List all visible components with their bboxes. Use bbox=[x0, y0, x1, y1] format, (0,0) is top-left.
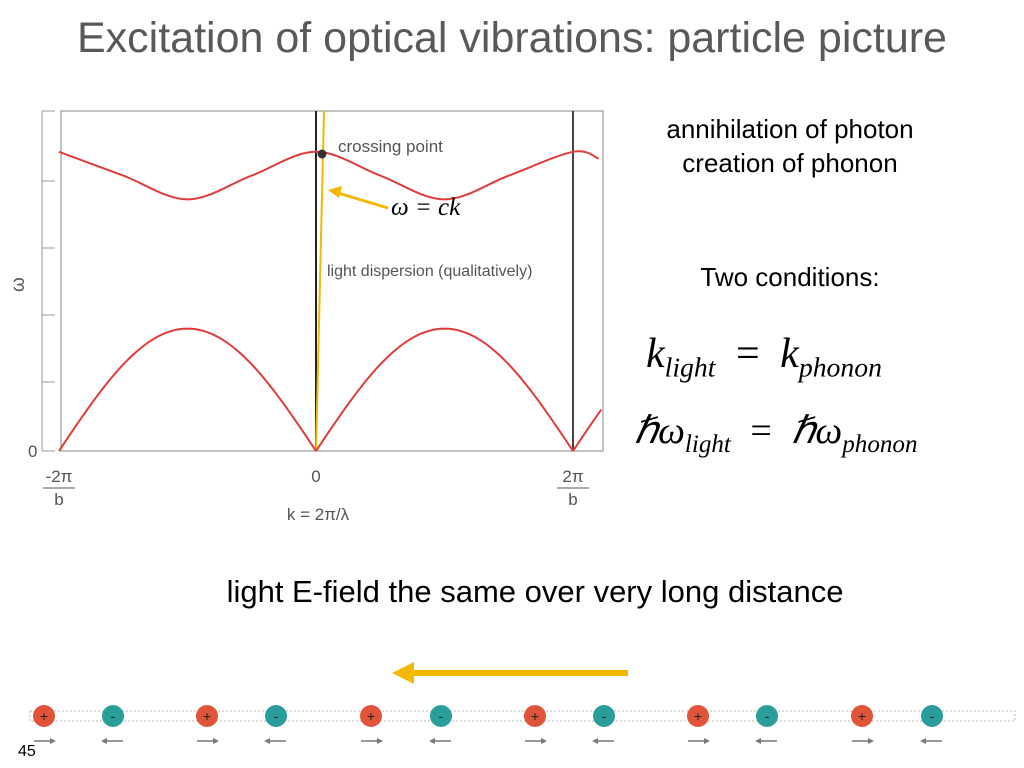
omega-ck-label: ω = ck bbox=[391, 194, 461, 221]
slide-number: 45 bbox=[18, 743, 36, 760]
cation bbox=[851, 705, 873, 727]
eq2-left-sub: light bbox=[684, 430, 731, 458]
eq1-right: k bbox=[780, 331, 799, 377]
chain-spring bbox=[29, 710, 1016, 722]
optical-branch-line bbox=[58, 150, 600, 201]
anion bbox=[265, 705, 287, 727]
x-tick-label: -2π bbox=[46, 467, 73, 486]
efield-arrow-head bbox=[392, 662, 414, 684]
annihilation-text: annihilation of photon creation of phono… bbox=[630, 112, 950, 180]
displacement-arrow-head bbox=[213, 738, 219, 744]
displacement-arrow-head bbox=[868, 738, 874, 744]
eq2-op: = bbox=[750, 410, 772, 452]
ion-charge-label: + bbox=[694, 708, 702, 724]
crossing-point-label: crossing point bbox=[338, 137, 443, 156]
ion-charge-label: - bbox=[765, 708, 770, 724]
eq2-right: ℏω bbox=[791, 410, 843, 452]
ion-charge-label: + bbox=[367, 708, 375, 724]
energy-equation: ℏωlight = ℏωphonon bbox=[634, 408, 918, 459]
ion-charge-label: - bbox=[439, 708, 444, 724]
light-line-pointer-head bbox=[328, 186, 342, 198]
y-axis-label: ω bbox=[8, 277, 29, 292]
conditions-heading: Two conditions: bbox=[700, 262, 880, 292]
displacement-arrow-head bbox=[50, 738, 56, 744]
eq1-left: k bbox=[646, 331, 665, 377]
displacement-arrow-head bbox=[704, 738, 710, 744]
light-dispersion-line bbox=[315, 110, 325, 452]
light-line-pointer bbox=[337, 191, 389, 210]
ion-charge-label: - bbox=[602, 708, 607, 724]
cation bbox=[524, 705, 546, 727]
displacement-arrow-head bbox=[541, 738, 547, 744]
plot-frame bbox=[60, 110, 604, 452]
cation bbox=[196, 705, 218, 727]
cation bbox=[687, 705, 709, 727]
eq2-right-sub: phonon bbox=[842, 430, 918, 458]
anion bbox=[102, 705, 124, 727]
ion-charge-label: - bbox=[930, 708, 935, 724]
displacement-arrow-head bbox=[377, 738, 383, 744]
x-axis-label: k = 2π/λ bbox=[287, 505, 350, 524]
displacement-arrow-head bbox=[920, 738, 926, 744]
y-ticks bbox=[42, 110, 55, 452]
crossing-point-marker bbox=[317, 149, 327, 159]
y-zero-label: 0 bbox=[28, 442, 37, 461]
momentum-equation: klight = kphonon bbox=[646, 330, 882, 384]
eq1-op: = bbox=[735, 331, 760, 377]
slide-title: Excitation of optical vibrations: partic… bbox=[77, 14, 947, 62]
anion bbox=[430, 705, 452, 727]
creation-line: creation of phonon bbox=[682, 148, 898, 178]
displacement-arrow-head bbox=[101, 738, 107, 744]
ions-group: + - + - + - + - + - + - bbox=[33, 705, 943, 744]
anion bbox=[593, 705, 615, 727]
x-tick-label: 0 bbox=[311, 467, 320, 486]
displacement-arrow-head bbox=[592, 738, 598, 744]
anion bbox=[756, 705, 778, 727]
x-tick-denominator: b bbox=[54, 490, 63, 509]
eq2-left: ℏω bbox=[634, 410, 685, 452]
displacement-arrow-head bbox=[755, 738, 761, 744]
ion-charge-label: + bbox=[531, 708, 539, 724]
displacement-arrow-head bbox=[264, 738, 270, 744]
ion-charge-label: - bbox=[111, 708, 116, 724]
x-tick-denominator: b bbox=[568, 490, 577, 509]
cation bbox=[33, 705, 55, 727]
light-dispersion-label: light dispersion (qualitatively) bbox=[327, 263, 532, 280]
x-tick-label: 2π bbox=[562, 467, 583, 486]
x-tick-labels: -2π b 0 2π b bbox=[43, 467, 589, 509]
ion-charge-label: - bbox=[274, 708, 279, 724]
anion bbox=[921, 705, 943, 727]
eq1-left-sub: light bbox=[664, 351, 716, 383]
ion-charge-label: + bbox=[203, 708, 211, 724]
eq1-right-sub: phonon bbox=[798, 351, 882, 383]
cation bbox=[360, 705, 382, 727]
ion-charge-label: + bbox=[40, 708, 48, 724]
efield-text: light E-field the same over very long di… bbox=[226, 574, 844, 609]
displacement-arrow-head bbox=[429, 738, 435, 744]
annihilation-line: annihilation of photon bbox=[666, 114, 914, 144]
ion-charge-label: + bbox=[858, 708, 866, 724]
acoustic-branch-line bbox=[58, 327, 603, 452]
